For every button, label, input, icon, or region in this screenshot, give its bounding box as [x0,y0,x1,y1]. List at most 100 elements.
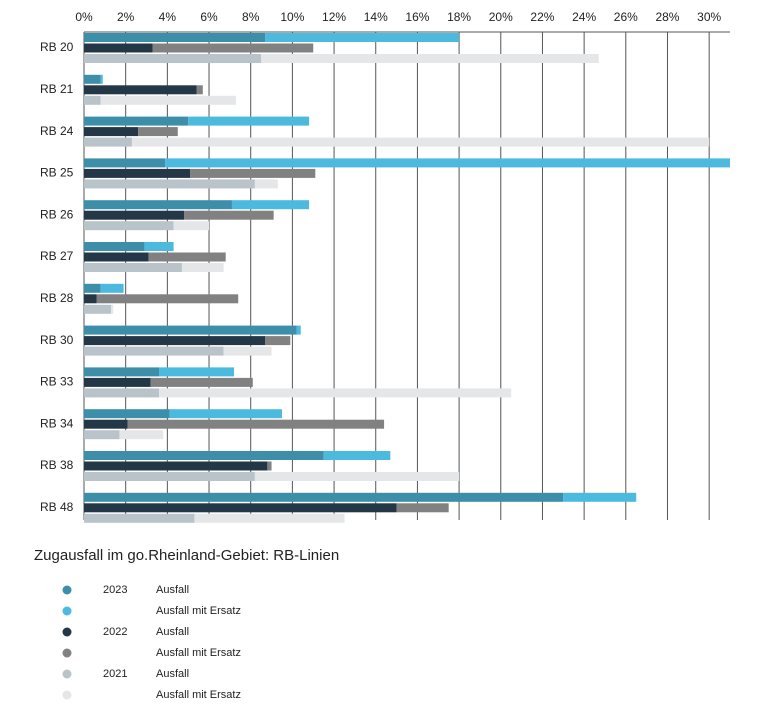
bar-segment [84,54,262,63]
bar-segment [84,43,153,53]
bar-segment [84,336,266,346]
y-tick-label: RB 34 [40,416,74,430]
bar-segment [296,325,301,335]
bar-segment [84,451,324,460]
legend-marker [62,648,72,658]
bar-segment [84,74,101,84]
x-tick-label: 14% [364,10,388,24]
y-tick-label: RB 26 [40,207,74,221]
bar-segment [100,74,103,84]
y-tick-label: RB 48 [40,500,74,514]
bar-segment [169,409,282,419]
legend-group: 2021 [103,668,127,680]
bar-segment [84,492,564,502]
bar-segment [84,409,170,419]
bar-segment [84,430,120,440]
bar-segment [84,158,166,168]
bar-segment [84,388,160,398]
bar-segment [144,242,174,251]
bar-segment [84,294,97,304]
bar-segment [84,137,132,147]
bar-segment [131,137,710,147]
y-tick-label: RB 20 [40,40,74,54]
bar-segment [563,492,637,502]
y-tick-label: RB 27 [40,249,74,263]
x-tick-label: 12% [322,10,346,24]
bar-segment [84,513,195,523]
legend-marker [62,669,72,679]
bar-segment [159,388,512,398]
legend-label: Ausfall [156,668,189,680]
y-tick-label: RB 25 [40,166,74,180]
bar-segment [231,200,310,210]
bar-segment [138,127,178,137]
bar-segment [100,95,237,105]
bar-segment [265,336,291,346]
bar-segment [148,252,226,262]
x-tick-label: 0% [75,10,93,24]
bar-segment [261,54,599,63]
legend-label: Ausfall mit Ersatz [156,605,241,617]
x-tick-label: 10% [280,10,304,24]
legend-label: Ausfall [156,584,189,596]
bar-segment [84,116,189,126]
bar-segment [323,451,391,460]
bar-segment [84,252,149,262]
legend-marker [62,585,72,595]
bar-segment [84,283,101,293]
legend-label: Ausfall mit Ersatz [156,647,241,659]
x-tick-label: 30% [697,10,721,24]
bar-segment [84,200,232,210]
bar-segment [84,95,101,105]
legend-marker [62,606,72,616]
bar-segment [84,127,139,137]
y-tick-label: RB 38 [40,458,74,472]
bar-segment [100,283,124,293]
bar-segment [127,419,385,429]
bar-segment [223,346,272,356]
x-tick-label: 8% [242,10,260,24]
bar-segment [84,346,224,356]
x-tick-label: 6% [200,10,218,24]
x-tick-label: 22% [530,10,554,24]
x-tick-label: 16% [405,10,429,24]
bar-segment [84,242,145,251]
bar-segment [84,367,160,377]
legend-label: Ausfall [156,626,189,638]
bar-segment [194,513,345,523]
bar-segment [119,430,164,440]
bar-segment [84,85,197,95]
x-tick-label: 20% [489,10,513,24]
bar-segment [254,179,278,189]
bar-segment [173,221,210,231]
x-tick-label: 2% [117,10,135,24]
bar-segment [188,116,310,126]
legend-group: 2023 [103,584,127,596]
bar-segment [254,472,460,481]
bar-segment [190,168,316,178]
bar-segment [181,263,224,272]
bar-segment [96,294,239,304]
bar-segment [265,33,460,42]
chart-title: Zugausfall im go.Rheinland-Gebiet: RB-Li… [34,547,339,564]
bar-segment [84,325,297,335]
bar-segment [184,210,274,220]
y-tick-label: RB 21 [40,82,74,96]
bar-segment [84,472,255,481]
bar-segment [84,503,397,513]
bar-segment [84,179,255,189]
bar-segment [84,263,182,272]
y-tick-label: RB 30 [40,333,74,347]
bar-segment [267,461,272,471]
y-tick-label: RB 28 [40,291,74,305]
bar-segment [84,210,185,220]
x-tick-label: 28% [655,10,679,24]
bar-segment [196,85,203,95]
legend-marker [62,690,72,700]
bar-segment [396,503,449,513]
bar-segment [84,419,128,429]
bar-segment [111,304,114,314]
bar-segment [84,168,191,178]
legend-label: Ausfall mit Ersatz [156,689,241,701]
